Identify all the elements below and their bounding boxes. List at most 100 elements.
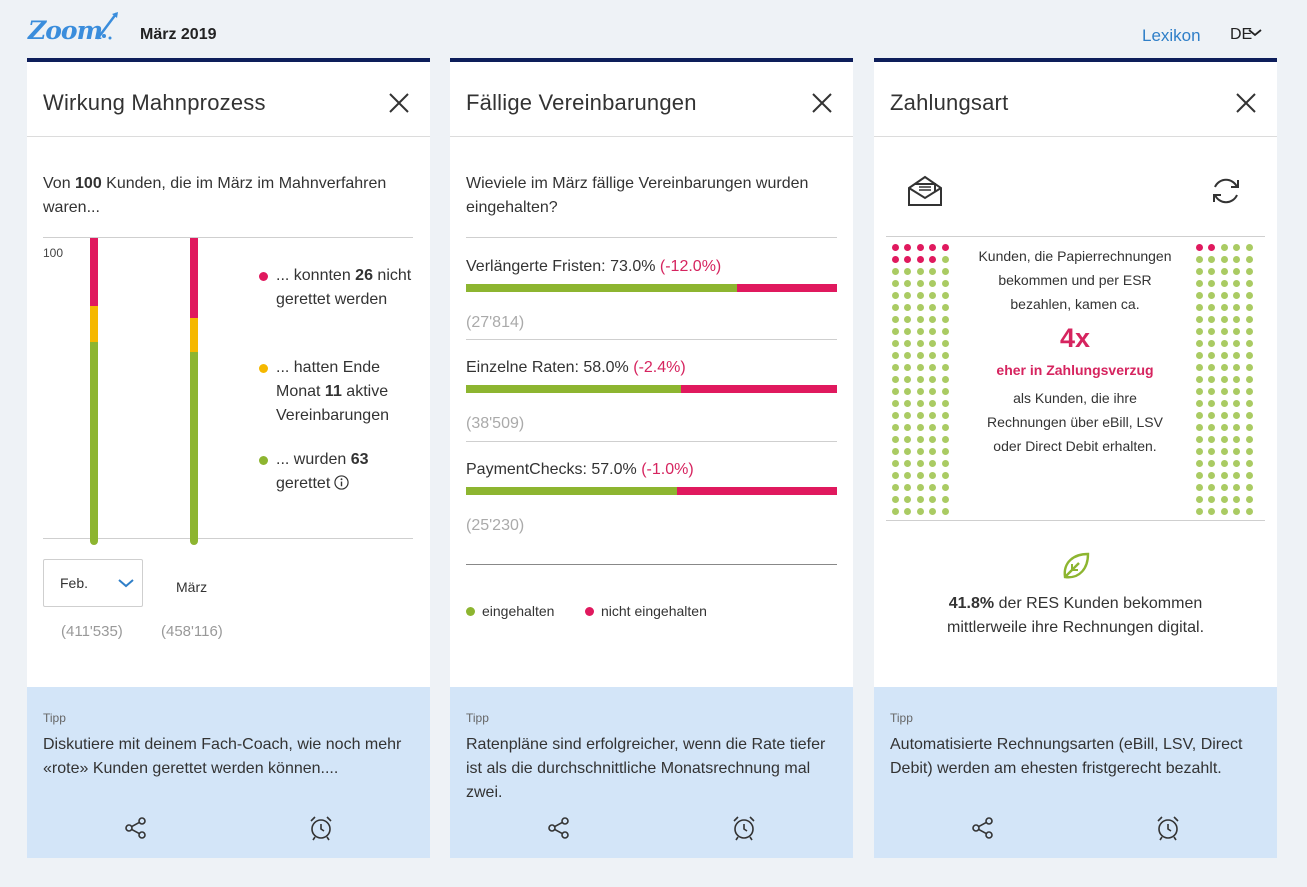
chart-baseline [43,538,413,539]
grid-dot [916,496,924,503]
grid-dot [1220,304,1228,311]
grid-dot [916,400,924,407]
grid-dot [1233,472,1241,479]
grid-dot [904,316,912,323]
agreement-bar [466,487,837,495]
grid-dot [916,388,924,395]
grid-dot [1220,496,1228,503]
grid-dot [1208,424,1216,431]
grid-dot [892,472,899,479]
grid-dot [916,316,924,323]
grid-dot [916,508,924,515]
grid-dot [929,244,937,251]
agreements-question: Wieviele im März fällige Vereinbarungen … [466,175,809,216]
grid-dot [929,328,937,335]
grid-dot [1208,376,1216,383]
payment-fact: Kunden, die Papierrechnungen bekommen un… [972,244,1178,458]
grid-dot [1245,328,1253,335]
divider [466,564,837,565]
grid-dot [1233,304,1241,311]
grid-dot [1208,244,1216,251]
grid-dot [904,304,912,311]
legend-not-saved: ... konnten 26 nicht gerettet werden [259,264,419,336]
grid-dot [1233,496,1241,503]
lexikon-link[interactable]: Lexikon [1142,26,1201,45]
app-logo[interactable]: Zoom [28,10,123,50]
grid-dot [1233,400,1241,407]
grid-dot [929,448,937,455]
grid-dot [1208,352,1216,359]
grid-dot [1220,424,1228,431]
grid-dot [1208,412,1216,419]
alarm-clock-icon[interactable] [1156,815,1180,841]
grid-dot [941,280,949,287]
grid-dot [941,484,949,491]
chevron-down-icon [1248,29,1262,37]
grid-dot [1220,340,1228,347]
close-icon[interactable] [388,92,410,114]
tip-label: Tipp [890,711,913,725]
agreement-bar-fill [466,284,737,292]
grid-dot [1220,256,1228,263]
alarm-clock-icon[interactable] [732,815,756,841]
grid-dot [1196,448,1203,455]
grid-dot [1196,304,1203,311]
grid-dot [904,388,912,395]
grid-dot [929,316,937,323]
grid-dot [1245,376,1253,383]
grid-dot [941,268,949,275]
grid-dot [1233,340,1241,347]
grid-dot [892,460,899,467]
grid-dot [929,472,937,479]
grid-dot [1196,352,1203,359]
grid-dot [1245,472,1253,479]
grid-dot [929,412,937,419]
tip-box: Tipp Diskutiere mit deinem Fach-Coach, w… [27,687,430,858]
grid-dot [1233,352,1241,359]
grid-dot [1245,484,1253,491]
info-icon[interactable] [334,475,349,490]
alarm-clock-icon[interactable] [309,815,333,841]
grid-dot [1208,364,1216,371]
close-icon[interactable] [811,92,833,114]
share-icon[interactable] [125,817,147,839]
grid-dot [1233,328,1241,335]
grid-dot [904,328,912,335]
grid-dot [1196,436,1203,443]
card-title: Fällige Vereinbarungen [466,90,697,115]
divider [886,520,1265,521]
close-icon[interactable] [1235,92,1257,114]
grid-dot [892,352,899,359]
grid-dot [892,340,899,347]
grid-dot [941,448,949,455]
grid-dot [1208,460,1216,467]
month-select[interactable]: Feb. [43,559,143,607]
language-selector[interactable]: DE [1230,26,1262,44]
digital-invoices-text: 41.8% der RES Kunden bekommen mittlerwei… [946,595,1205,636]
agreement-bar [466,284,837,292]
share-icon[interactable] [548,817,570,839]
grid-dot [904,244,912,251]
grid-dot [1245,400,1253,407]
grid-dot [929,388,937,395]
mail-icon [908,175,942,206]
grid-dot [1196,484,1203,491]
grid-dot [1208,268,1216,275]
grid-dot [1220,388,1228,395]
grid-dot [892,496,899,503]
grid-dot [941,256,949,263]
legend-saved: ... wurden 63 gerettet [259,448,419,496]
agreement-label: Einzelne Raten: 58.0% (-2.4%) [466,359,686,376]
share-icon[interactable] [972,817,994,839]
grid-dot [1196,472,1203,479]
grid-dot [1220,280,1228,287]
grid-dot [1233,448,1241,455]
bar-segment-green [190,351,198,545]
grid-dot [941,340,949,347]
grid-dot [1220,244,1228,251]
card-header: Wirkung Mahnprozess [27,62,430,137]
column-count-feb: (411'535) [61,623,123,640]
grid-dot [929,496,937,503]
grid-dot [941,328,949,335]
grid-dot [892,244,899,251]
